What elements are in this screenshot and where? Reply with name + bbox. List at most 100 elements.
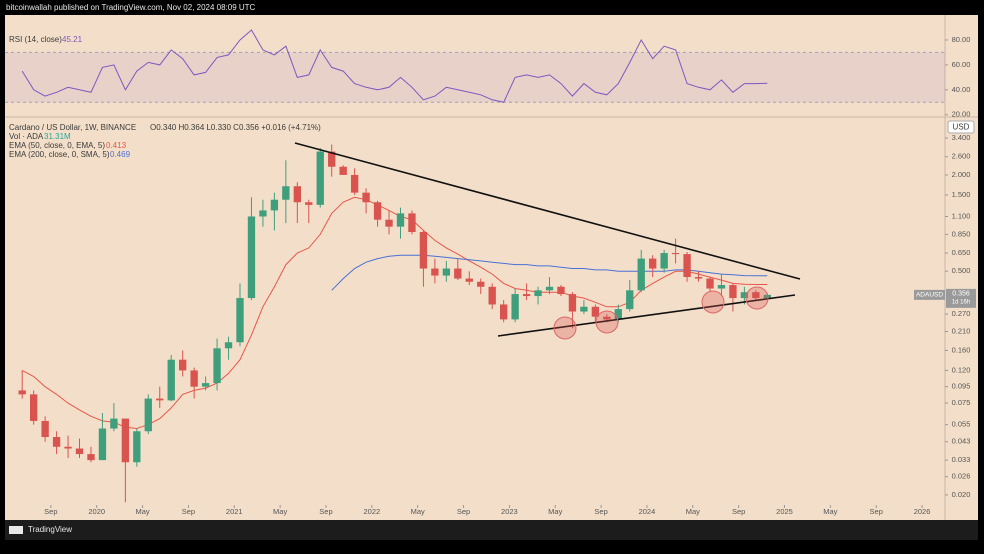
- candle-body: [465, 278, 473, 282]
- candle-body: [637, 258, 645, 291]
- y-tick-label: 1.500: [952, 190, 971, 199]
- x-tick-label: Sep: [457, 507, 470, 516]
- y-tick-label: 3.400: [952, 133, 971, 142]
- candle-body: [144, 398, 152, 432]
- plot: [5, 29, 945, 503]
- overlay-name: EMA (50, close, 0, EMA, 5): [9, 141, 105, 150]
- x-tick-label: Sep: [732, 507, 745, 516]
- rsi-line: [21, 29, 768, 103]
- x-tick-label: 2021: [226, 507, 243, 516]
- y-tick-label: 0.075: [952, 398, 971, 407]
- candle-body: [270, 199, 279, 211]
- y-tick-label: 1.100: [952, 211, 971, 220]
- candle-body: [156, 398, 164, 401]
- x-tick-label: 2025: [776, 507, 793, 516]
- candle-body: [362, 192, 370, 203]
- candle-body: [717, 285, 726, 289]
- candle-body: [694, 277, 703, 279]
- candle-body: [75, 448, 84, 455]
- y-tick-label: 0.033: [952, 455, 971, 464]
- x-tick-label: Sep: [594, 507, 607, 516]
- candle-body: [763, 294, 771, 299]
- y-tick-label: 60.00: [952, 60, 971, 69]
- candle-body: [339, 166, 347, 175]
- candle-body: [396, 213, 405, 227]
- candle-body: [305, 202, 313, 205]
- ohlc-legend: O0.340 H0.364 L0.330 C0.356 +0.016 (+4.7…: [150, 123, 321, 132]
- candle-body: [121, 418, 130, 463]
- footer-bar: [5, 520, 978, 540]
- trendline-upper: [294, 142, 801, 280]
- candle-body: [110, 418, 118, 429]
- y-tick-label: 0.043: [952, 437, 971, 446]
- rsi-value: 45.21: [62, 35, 83, 44]
- candle-body: [41, 420, 49, 438]
- candle-body: [431, 268, 439, 276]
- trendline-lower: [497, 294, 796, 337]
- publisher: bitcoinwallah published on TradingView.c…: [6, 3, 256, 12]
- candle-body: [236, 298, 244, 343]
- candle-body: [522, 294, 531, 297]
- candle-body: [293, 186, 301, 203]
- highlight-circle: [745, 286, 769, 310]
- candle-body: [224, 342, 233, 349]
- candle-body: [477, 281, 485, 287]
- candle-body: [488, 286, 496, 305]
- candle-body: [706, 278, 714, 289]
- candle-body: [133, 431, 141, 463]
- x-tick-label: Sep: [870, 507, 883, 516]
- x-tick-label: 2023: [501, 507, 518, 516]
- y-tick-label: 0.850: [952, 229, 971, 238]
- x-tick-label: 2020: [88, 507, 105, 516]
- candle-body: [385, 219, 393, 227]
- candle-body: [499, 304, 508, 320]
- candle-body: [671, 253, 680, 255]
- x-tick-label: May: [548, 507, 562, 516]
- overlay-value: 0.413: [106, 141, 127, 150]
- rsi-band: [5, 52, 945, 103]
- y-tick-label: 2.600: [952, 152, 971, 161]
- candle-body: [729, 285, 737, 299]
- overlay-name: EMA (200, close, 0, SMA, 5): [9, 150, 110, 159]
- y-tick-label: 2.000: [952, 170, 971, 179]
- candle-body: [350, 174, 359, 193]
- symbol-title: Cardano / US Dollar, 1W, BINANCE: [9, 123, 136, 132]
- candle-body: [247, 216, 256, 299]
- x-tick-label: Sep: [44, 507, 57, 516]
- overlay-value: 0.469: [110, 150, 131, 159]
- candle-body: [179, 359, 187, 371]
- candle-body: [328, 151, 336, 167]
- y-tick-label: 40.00: [952, 85, 971, 94]
- symbol-tag: [914, 289, 945, 300]
- x-tick-label: May: [273, 507, 287, 516]
- x-tick-label: Sep: [182, 507, 195, 516]
- candle-body: [660, 253, 668, 269]
- candle-body: [190, 370, 198, 387]
- candle-body: [511, 294, 519, 320]
- candle-body: [614, 309, 622, 320]
- candle-body: [454, 268, 462, 279]
- candle-body: [534, 290, 542, 297]
- y-tick-label: 0.026: [952, 472, 971, 481]
- candle-body: [580, 306, 588, 312]
- x-tick-label: 2024: [639, 507, 656, 516]
- candle-body: [442, 268, 451, 276]
- candle-body: [603, 316, 611, 320]
- candle-body: [87, 454, 95, 461]
- x-tick-label: 2022: [363, 507, 380, 516]
- currency-button[interactable]: [947, 120, 975, 134]
- symbol-label: ADAUSD: [916, 292, 943, 299]
- candle-body: [740, 292, 749, 299]
- candle-body: [259, 210, 267, 217]
- rsi-name: RSI (14, close): [9, 35, 62, 44]
- currency-label: USD: [953, 123, 970, 132]
- volume-name: Vol · ADA: [9, 132, 44, 141]
- x-tick-label: May: [135, 507, 149, 516]
- candle-body: [29, 394, 38, 421]
- candle-body: [557, 286, 565, 295]
- candle-body: [52, 437, 61, 447]
- countdown-label: 1d 16h: [952, 299, 970, 305]
- candle-body: [545, 286, 554, 291]
- x-tick-label: Sep: [319, 507, 332, 516]
- logo: TradingView: [28, 525, 72, 534]
